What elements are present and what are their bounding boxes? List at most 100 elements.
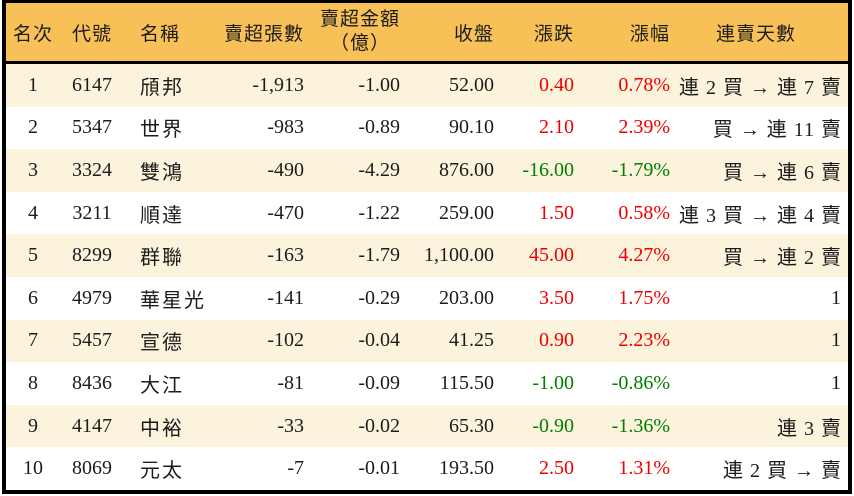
cell-close: 65.30 xyxy=(449,414,494,437)
cell-streak: 買 → 連 11 賣 xyxy=(712,119,842,142)
cell-sell-volume: -983 xyxy=(267,116,304,139)
cell-change-pct: 2.23% xyxy=(618,329,670,352)
cell-change-pct: 0.58% xyxy=(618,201,670,224)
cell-rank: 2 xyxy=(28,116,38,139)
table-row: 5 8299 群聯 -163 -1.79 1,100.00 45.00 4.27% 買 → 連 … xyxy=(6,234,848,277)
cell-sell-amount: -0.02 xyxy=(358,414,400,437)
cell-change-pct: -0.86% xyxy=(611,371,670,394)
cell-rank: 1 xyxy=(28,73,38,96)
cell-sell-volume: -33 xyxy=(277,414,304,437)
cell-sell-volume: -490 xyxy=(267,158,304,181)
table-row: 10 8069 元太 -7 -0.01 193.50 2.50 1.31% 連 2 買 → 賣 xyxy=(6,447,848,490)
cell-streak: 1 xyxy=(831,329,842,352)
col-header-name: 名稱 xyxy=(140,23,181,45)
cell-streak: 1 xyxy=(831,371,842,394)
cell-change: 0.40 xyxy=(539,73,574,96)
cell-sell-volume: -1,913 xyxy=(252,73,304,96)
cell-name: 元太 xyxy=(140,460,184,483)
cell-change: 1.50 xyxy=(539,201,574,224)
cell-change: -0.90 xyxy=(532,414,574,437)
col-header-sell-amount-line2: （億） xyxy=(329,33,390,54)
cell-change-pct: 0.78% xyxy=(618,73,670,96)
table-row: 9 4147 中裕 -33 -0.02 65.30 -0.90 -1.36% 連 3 賣 xyxy=(6,404,848,448)
cell-code: 8299 xyxy=(72,244,112,267)
cell-name: 雙鴻 xyxy=(140,161,184,184)
cell-change-pct: -1.79% xyxy=(611,158,670,181)
cell-sell-volume: -81 xyxy=(277,371,304,394)
cell-rank: 10 xyxy=(23,457,43,480)
cell-streak: 連 2 買 → 連 7 賣 xyxy=(679,76,842,99)
cell-change: -16.00 xyxy=(522,158,574,181)
cell-sell-volume: -102 xyxy=(267,329,304,352)
cell-streak: 買 → 連 2 賣 xyxy=(723,247,842,270)
cell-sell-volume: -163 xyxy=(267,244,304,267)
cell-sell-amount: -1.79 xyxy=(358,244,400,267)
col-header-change: 漲跌 xyxy=(533,23,574,45)
cell-close: 259.00 xyxy=(439,201,494,224)
cell-change: -1.00 xyxy=(532,371,574,394)
cell-sell-volume: -7 xyxy=(287,457,304,480)
col-header-sell-amount-line1: 賣超金額 xyxy=(319,9,400,31)
cell-change: 45.00 xyxy=(529,244,574,267)
cell-code: 6147 xyxy=(72,73,112,96)
cell-rank: 4 xyxy=(28,201,38,224)
cell-sell-volume: -141 xyxy=(267,286,304,309)
cell-code: 5457 xyxy=(72,329,112,352)
cell-change: 2.50 xyxy=(539,457,574,480)
cell-sell-amount: -0.01 xyxy=(358,457,400,480)
cell-streak: 連 2 買 → 賣 xyxy=(723,460,842,483)
table-row: 6 4979 華星光 -141 -0.29 203.00 3.50 1.75% 1 xyxy=(6,276,848,320)
cell-sell-amount: -1.22 xyxy=(358,201,400,224)
cell-name: 群聯 xyxy=(140,247,184,270)
cell-sell-amount: -0.09 xyxy=(358,371,400,394)
col-header-code: 代號 xyxy=(71,23,112,45)
cell-sell-amount: -0.89 xyxy=(358,116,400,139)
cell-change: 3.50 xyxy=(539,286,574,309)
cell-close: 52.00 xyxy=(449,73,494,96)
table-row: 1 6147 頎邦 -1,913 -1.00 52.00 0.40 0.78% 連 2 買 → … xyxy=(6,64,848,107)
cell-code: 4147 xyxy=(72,414,112,437)
cell-streak: 連 3 賣 xyxy=(777,417,842,440)
cell-sell-amount: -0.29 xyxy=(358,286,400,309)
cell-name: 中裕 xyxy=(140,417,184,440)
table-row: 8 8436 大江 -81 -0.09 115.50 -1.00 -0.86% 1 xyxy=(6,362,848,405)
cell-change-pct: 1.31% xyxy=(618,457,670,480)
table-header: 名次 代號 名稱 賣超張數 賣超金額 （億） 收盤 漲跌 漲幅 連賣天數 xyxy=(6,3,848,64)
table-row: 4 3211 順達 -470 -1.22 259.00 1.50 0.58% 連 3 買 → 連… xyxy=(6,191,848,235)
cell-rank: 5 xyxy=(28,244,38,267)
cell-close: 876.00 xyxy=(439,158,494,181)
cell-rank: 9 xyxy=(28,414,38,437)
cell-close: 90.10 xyxy=(449,116,494,139)
cell-code: 8069 xyxy=(72,457,112,480)
cell-close: 203.00 xyxy=(439,286,494,309)
cell-rank: 7 xyxy=(28,329,38,352)
cell-rank: 8 xyxy=(28,371,38,394)
cell-name: 頎邦 xyxy=(140,76,184,99)
cell-streak: 連 3 買 → 連 4 賣 xyxy=(679,204,842,227)
table-row: 2 5347 世界 -983 -0.89 90.10 2.10 2.39% 買 → 連 11 賣 xyxy=(6,106,848,150)
cell-name: 順達 xyxy=(140,204,184,227)
cell-code: 5347 xyxy=(72,116,112,139)
cell-sell-amount: -4.29 xyxy=(358,158,400,181)
cell-name: 華星光 xyxy=(140,289,206,312)
cell-code: 4979 xyxy=(72,286,112,309)
cell-close: 115.50 xyxy=(439,371,494,394)
cell-sell-volume: -470 xyxy=(267,201,304,224)
col-header-sell-volume: 賣超張數 xyxy=(223,23,304,45)
cell-streak: 買 → 連 6 賣 xyxy=(723,161,842,184)
cell-code: 8436 xyxy=(72,371,112,394)
cell-name: 世界 xyxy=(140,119,184,142)
col-header-rank: 名次 xyxy=(12,23,53,45)
cell-close: 41.25 xyxy=(449,329,494,352)
cell-code: 3211 xyxy=(72,201,112,224)
cell-streak: 1 xyxy=(831,286,842,309)
cell-rank: 3 xyxy=(28,158,38,181)
cell-code: 3324 xyxy=(72,158,112,181)
col-header-close: 收盤 xyxy=(453,23,494,45)
cell-name: 大江 xyxy=(140,374,184,397)
col-header-sell-amount: 賣超金額 （億） xyxy=(310,3,406,61)
cell-change: 2.10 xyxy=(539,116,574,139)
cell-change-pct: 1.75% xyxy=(618,286,670,309)
cell-sell-amount: -0.04 xyxy=(358,329,400,352)
